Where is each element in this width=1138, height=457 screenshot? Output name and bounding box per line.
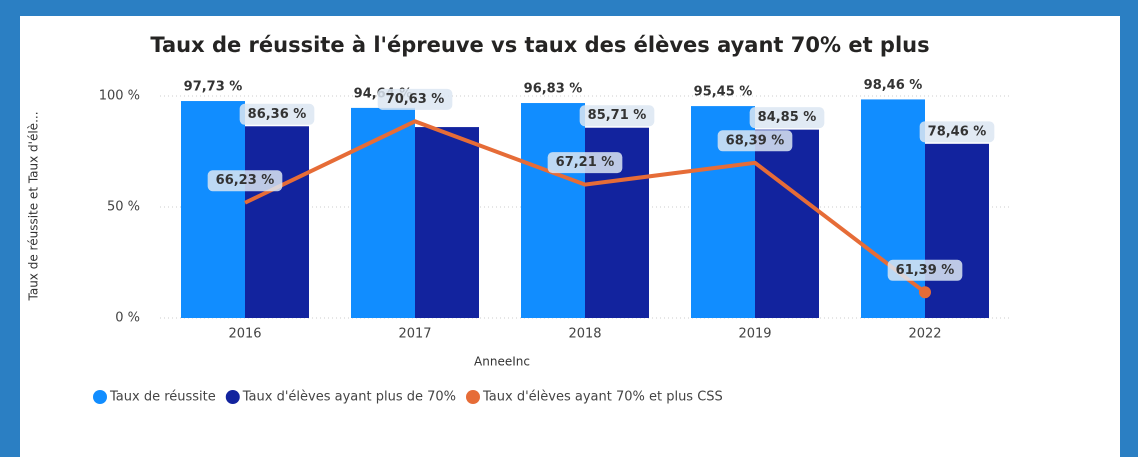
data-label-text: 67,21 % <box>556 155 615 170</box>
y-tick-label: 100 % <box>99 89 140 104</box>
data-label: 98,46 % <box>864 78 923 93</box>
data-label-box <box>547 152 623 174</box>
data-label: 61,39 % <box>887 259 963 281</box>
data-label-box <box>579 105 655 127</box>
data-label-text: 70,63 % <box>386 92 445 107</box>
line <box>244 119 927 294</box>
data-label: 67,21 % <box>547 152 623 174</box>
x-axis-title: AnneeInc <box>474 355 530 369</box>
bar <box>925 143 989 318</box>
legend-swatch <box>466 390 480 404</box>
data-label-text: 84,85 % <box>758 110 817 125</box>
data-label: 84,85 % <box>749 107 825 129</box>
x-tick-label: 2018 <box>568 327 601 342</box>
bar <box>351 107 415 318</box>
data-label-text: 86,36 % <box>248 107 307 122</box>
data-label-text: 85,71 % <box>588 108 647 123</box>
data-label-box <box>207 170 283 192</box>
x-tick-label: 2016 <box>228 327 261 342</box>
data-label: 85,71 % <box>579 105 655 127</box>
data-label: 68,39 % <box>717 130 793 152</box>
legend-label: Taux d'élèves ayant plus de 70% <box>242 390 456 405</box>
bar <box>415 127 479 318</box>
data-label-box <box>749 107 825 129</box>
data-label: 97,73 % <box>184 80 243 95</box>
y-tick-label: 50 % <box>107 200 140 215</box>
bar <box>245 126 309 319</box>
data-label-text: 61,39 % <box>896 263 955 278</box>
data-label-text: 68,39 % <box>726 133 785 148</box>
data-label-text: 78,46 % <box>928 124 987 139</box>
chart-title: Taux de réussite à l'épreuve vs taux des… <box>150 33 929 57</box>
bar <box>521 103 585 318</box>
x-tick-label: 2017 <box>398 327 431 342</box>
data-label: 70,63 % <box>377 88 453 110</box>
x-tick-label: 2019 <box>738 327 771 342</box>
y-tick-label: 0 % <box>115 311 140 326</box>
data-label: 86,36 % <box>239 103 315 125</box>
y-axis-title: Taux de réussite et Taux d'élè... <box>27 111 41 301</box>
panel: Taux de réussite à l'épreuve vs taux des… <box>20 16 1120 457</box>
line-point <box>919 286 931 299</box>
chart: Taux de réussite à l'épreuve vs taux des… <box>27 33 1010 405</box>
data-label-box <box>919 121 995 143</box>
legend-label: Taux d'élèves ayant 70% et plus CSS <box>482 390 723 405</box>
data-label-box <box>377 88 453 110</box>
data-label: 96,83 % <box>524 82 583 97</box>
data-label: 78,46 % <box>919 121 995 143</box>
data-label: 95,45 % <box>694 85 753 100</box>
data-label-text: 66,23 % <box>216 173 275 188</box>
data-label: 66,23 % <box>207 170 283 192</box>
data-label-box <box>887 259 963 281</box>
legend-swatch <box>225 390 240 404</box>
bar <box>755 129 819 318</box>
legend-swatch <box>93 390 107 404</box>
bar <box>181 101 245 318</box>
bar <box>861 99 925 319</box>
data-label-box <box>717 130 793 152</box>
data-label-box <box>239 103 315 125</box>
x-tick-label: 2022 <box>908 327 941 342</box>
legend-label: Taux de réussite <box>109 390 216 405</box>
